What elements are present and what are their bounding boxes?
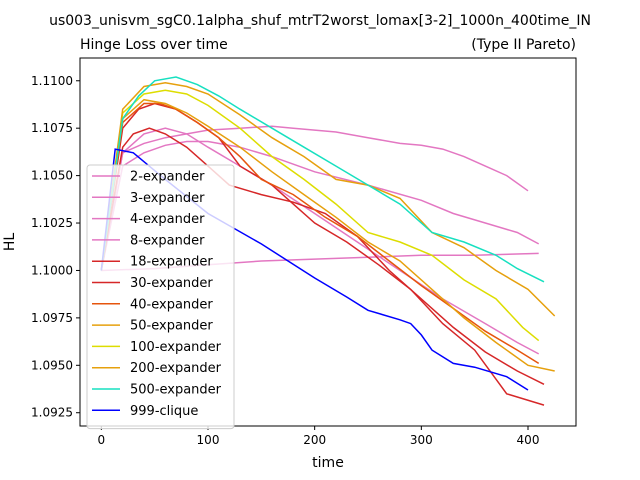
y-tick-label: 1.1075 [31,121,73,135]
x-axis: 0 100 200 300 400 [98,426,540,447]
axes-frame [79,57,577,427]
legend-label: 100-expander [130,340,222,355]
x-tick-label: 200 [303,433,326,447]
legend-label: 500-expander [130,383,222,398]
legend-label: 3-expander [130,191,205,206]
legend-label: 30-expander [130,276,213,291]
x-tick-label: 300 [410,433,433,447]
x-axis-label: time [312,455,344,471]
legend-label: 999-clique [130,404,198,419]
x-tick-label: 400 [517,433,540,447]
y-tick-label: 1.0975 [31,311,73,325]
series-line-2-expander [100,125,529,271]
series-line-30-expander [100,102,545,406]
x-tick-label: 100 [197,433,220,447]
series-line-18-expander [100,127,545,385]
y-axis-label: HL [2,233,18,252]
legend-label: 4-expander [130,212,205,227]
legend-box [86,164,235,430]
series-line-500-expander [100,76,545,283]
y-tick-label: 1.0925 [31,406,73,420]
x-tick-label: 0 [98,433,106,447]
legend-label: 2-expander [130,170,205,185]
legend-label: 18-expander [130,255,213,270]
series-line-50-expander [100,98,555,372]
chart-title-right: (Type II Pareto) [471,37,576,53]
y-tick-label: 1.1100 [31,74,73,88]
chart-title: Hinge Loss over time [80,37,228,53]
legend-label: 50-expander [130,319,213,334]
legend-label: 40-expander [130,297,213,312]
chart-suptitle: us003_unisvm_sgC0.1alpha_shuf_mtrT2worst… [49,13,591,29]
legend-label: 200-expander [130,361,222,376]
series-line-200-expander [100,81,556,317]
legend: 2-expander 3-expander 4-expander 8-expander… [86,164,235,430]
series-line-100-expander [100,89,540,342]
y-tick-label: 1.0950 [31,358,73,372]
y-axis: 1.0925 1.0950 1.0975 1.1000 1.1025 1.1050 1.10… [31,74,80,420]
legend-label: 8-expander [130,233,205,248]
y-tick-label: 1.1025 [31,216,73,230]
y-tick-label: 1.1000 [31,263,73,277]
y-tick-label: 1.1050 [31,169,73,183]
